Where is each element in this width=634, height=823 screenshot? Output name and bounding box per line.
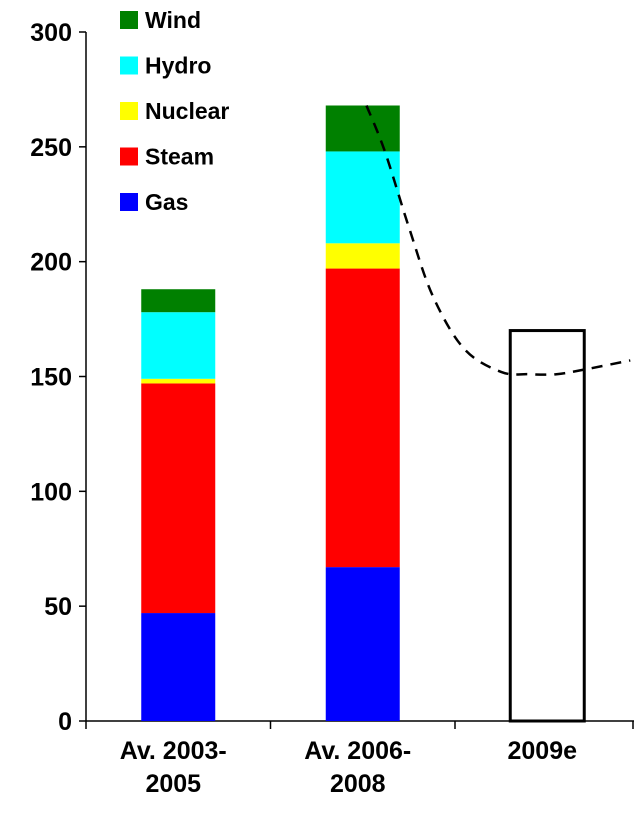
legend-label-steam: Steam — [145, 144, 214, 170]
bar-segment-gas — [325, 567, 400, 721]
y-axis: 0 50 100 150 200 250 300 — [30, 19, 87, 736]
y-tick-label: 0 — [58, 708, 72, 736]
bar-segment-steam — [325, 268, 400, 568]
y-tick-label: 150 — [30, 364, 72, 392]
x-category-label: 2005 — [145, 770, 201, 798]
bar-segment-hydro — [325, 151, 400, 244]
y-tick-label: 300 — [30, 19, 72, 47]
x-axis: Av. 2003- 2005 Av. 2006- 2008 2009e — [85, 720, 634, 798]
dashed-trend-curve — [365, 105, 631, 376]
bar-segment-nuclear — [325, 243, 400, 269]
x-category-label: Av. 2003- — [120, 737, 227, 765]
bars-group — [141, 105, 586, 723]
legend-label-wind: Wind — [145, 7, 201, 33]
chart-legend: Wind Hydro Nuclear Steam Gas — [120, 7, 229, 215]
y-tick-label: 250 — [30, 134, 72, 162]
bar-segment-hydro — [141, 312, 216, 379]
x-category-label: 2008 — [330, 770, 386, 798]
bar-segment-nuclear — [141, 378, 216, 384]
legend-swatch-gas — [120, 193, 138, 211]
y-tick-label: 50 — [44, 593, 72, 621]
legend-swatch-steam — [120, 147, 138, 166]
bar-segment-wind — [325, 105, 400, 152]
legend-swatch-nuclear — [120, 102, 138, 120]
legend-label-hydro: Hydro — [145, 53, 211, 79]
y-tick-label: 100 — [30, 478, 72, 506]
bar-segment-wind — [141, 289, 216, 313]
legend-swatch-hydro — [120, 56, 138, 75]
legend-label-gas: Gas — [145, 189, 188, 215]
bar-outline-estimate — [508, 329, 586, 723]
bar-segment-steam — [141, 383, 216, 614]
bar-segment-gas — [141, 613, 216, 721]
x-category-label: Av. 2006- — [304, 737, 411, 765]
x-category-label: 2009e — [507, 737, 577, 765]
legend-swatch-wind — [120, 11, 138, 29]
trend-curve-group — [365, 105, 631, 376]
y-tick-label: 200 — [30, 249, 72, 277]
legend-label-nuclear: Nuclear — [145, 98, 229, 124]
